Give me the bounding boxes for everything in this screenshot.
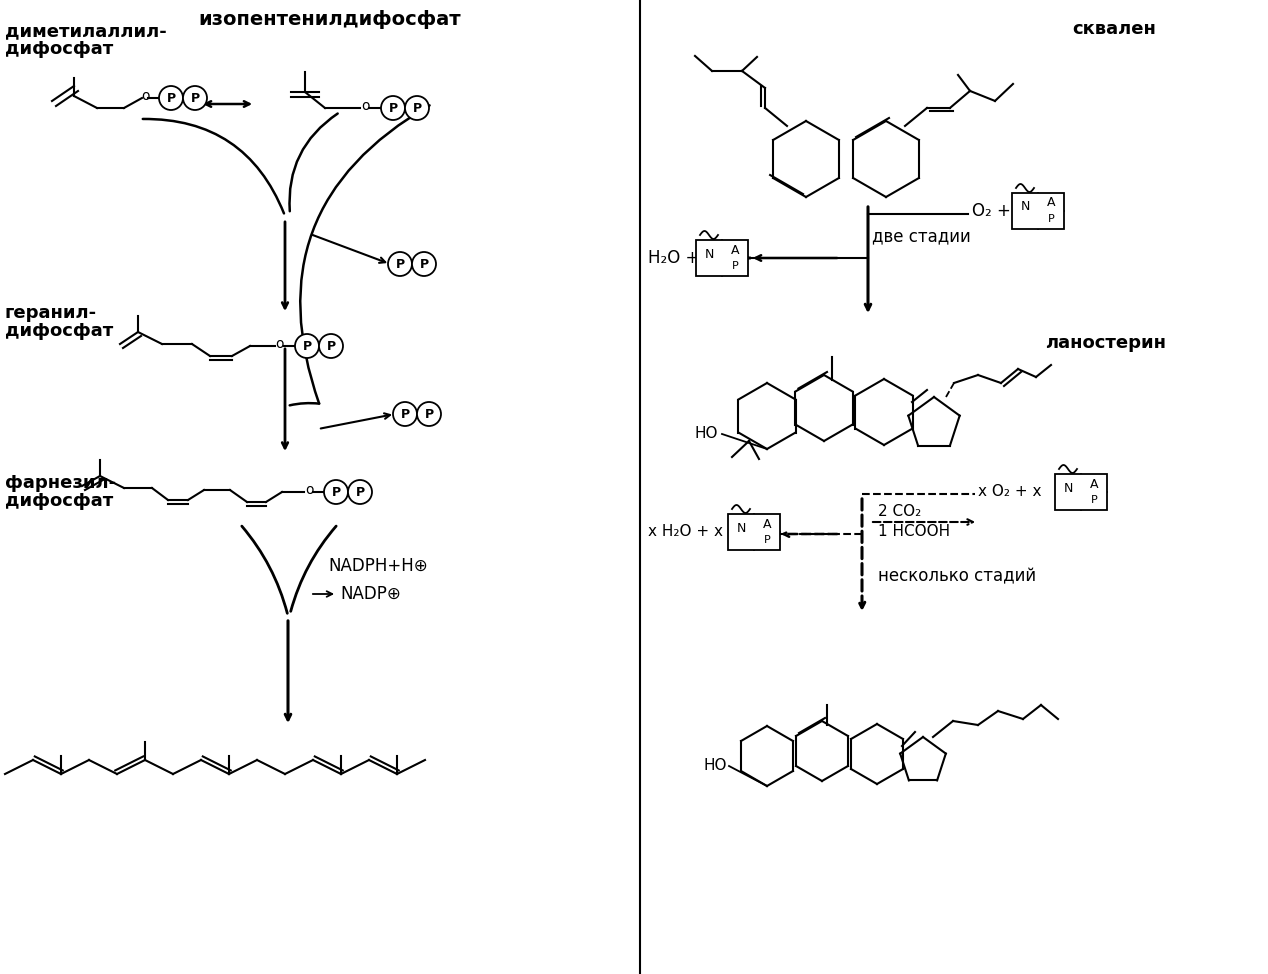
Text: A: A — [1089, 477, 1098, 491]
Text: O₂ +: O₂ + — [973, 202, 1011, 220]
Text: P: P — [388, 101, 398, 115]
Text: дифосфат: дифосфат — [5, 322, 113, 340]
Text: HO: HO — [695, 427, 718, 441]
Text: P: P — [331, 485, 341, 499]
Text: A: A — [1047, 197, 1055, 209]
Text: P: P — [326, 340, 336, 353]
Circle shape — [158, 86, 183, 110]
Circle shape — [183, 86, 207, 110]
Text: N: N — [704, 247, 714, 260]
Circle shape — [380, 96, 404, 120]
Text: диметилаллил-: диметилаллил- — [5, 22, 167, 40]
Text: P: P — [412, 101, 421, 115]
Circle shape — [412, 252, 436, 276]
Text: N: N — [737, 521, 746, 535]
Text: P: P — [355, 485, 365, 499]
Circle shape — [404, 96, 429, 120]
Text: P: P — [1047, 214, 1055, 224]
Text: P: P — [401, 407, 410, 421]
Text: сквален: сквален — [1071, 20, 1156, 38]
Circle shape — [325, 480, 347, 504]
Text: P: P — [396, 257, 404, 271]
Text: P: P — [732, 261, 738, 271]
Text: o: o — [361, 99, 369, 113]
Text: N: N — [1064, 481, 1073, 495]
Text: фарнезил-: фарнезил- — [5, 474, 117, 492]
Text: P: P — [420, 257, 429, 271]
Text: ланостерин: ланостерин — [1045, 334, 1167, 352]
Circle shape — [320, 334, 344, 358]
Text: две стадии: две стадии — [872, 227, 971, 245]
Text: x H₂O + x: x H₂O + x — [648, 525, 723, 540]
Text: P: P — [166, 92, 175, 104]
Text: изопентенилдифосфат: изопентенилдифосфат — [198, 10, 460, 29]
Circle shape — [388, 252, 412, 276]
Text: дифосфат: дифосфат — [5, 40, 113, 58]
Text: NADPH+H⊕: NADPH+H⊕ — [328, 557, 427, 575]
Circle shape — [393, 402, 417, 426]
Text: 2 CO₂: 2 CO₂ — [877, 505, 922, 519]
Text: несколько стадий: несколько стадий — [877, 567, 1036, 585]
Text: o: o — [141, 89, 150, 103]
Text: HO: HO — [704, 759, 727, 773]
Text: H₂O +: H₂O + — [648, 249, 700, 267]
FancyBboxPatch shape — [1055, 474, 1107, 510]
Text: o: o — [275, 337, 284, 351]
Text: A: A — [763, 517, 771, 531]
Text: геранил-: геранил- — [5, 304, 98, 322]
Text: P: P — [190, 92, 199, 104]
Text: P: P — [763, 535, 771, 545]
Text: дифосфат: дифосфат — [5, 492, 113, 510]
FancyBboxPatch shape — [696, 240, 748, 276]
FancyBboxPatch shape — [728, 514, 780, 550]
Text: N: N — [1021, 201, 1030, 213]
Text: P: P — [1090, 495, 1097, 505]
Text: A: A — [730, 244, 739, 256]
Text: NADP⊕: NADP⊕ — [340, 585, 401, 603]
Text: x O₂ + x: x O₂ + x — [978, 484, 1041, 500]
Text: P: P — [425, 407, 434, 421]
Circle shape — [417, 402, 441, 426]
Text: 1 HCOOH: 1 HCOOH — [877, 525, 950, 540]
FancyBboxPatch shape — [1012, 193, 1064, 229]
Text: o: o — [304, 483, 313, 497]
Circle shape — [295, 334, 320, 358]
Circle shape — [347, 480, 372, 504]
Text: P: P — [303, 340, 312, 353]
